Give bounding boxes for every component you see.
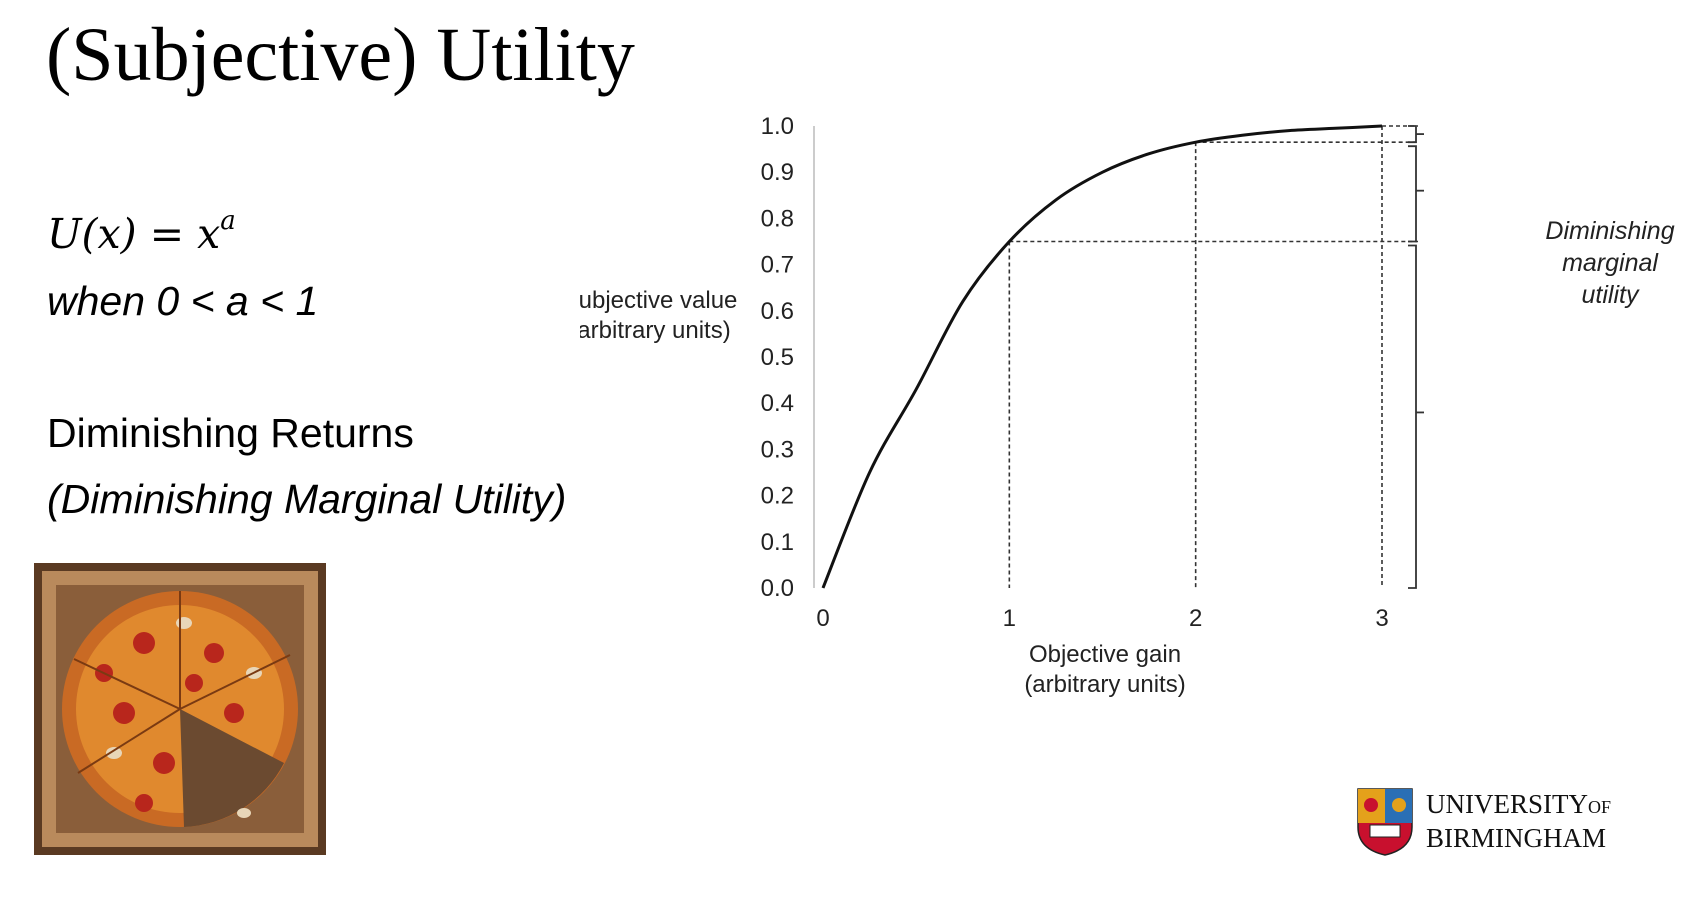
y-axis-label-line2: (arbitrary units) <box>580 317 731 344</box>
y-tick-labels: 0.0 0.1 0.2 0.3 0.4 0.5 0.6 0.7 0.8 0.9 1.0 <box>761 113 794 602</box>
university-crest-icon <box>1357 788 1413 856</box>
diminishing-marginal-utility-subheading: (Diminishing Marginal Utility) <box>47 476 567 522</box>
utility-curve-line <box>821 124 1383 589</box>
y-tick-label: 0.4 <box>761 390 794 417</box>
y-tick-label: 0.3 <box>761 436 794 463</box>
x-tick-label: 2 <box>1189 605 1202 632</box>
annotation-line1: Diminishing <box>1545 217 1674 245</box>
x-tick-label: 1 <box>1003 605 1016 632</box>
formula-condition: when 0 < a < 1 <box>47 278 319 324</box>
formula-lhs: U(x) = x <box>47 210 221 258</box>
annotation-line2: marginal <box>1562 249 1659 277</box>
annotation-line3: utility <box>1582 281 1640 309</box>
x-axis-label-line2: (arbitrary units) <box>1024 671 1185 698</box>
bracket-middle <box>1408 145 1417 243</box>
utility-curve <box>821 124 1383 589</box>
logo-line1: UNIVERSITYOF <box>1426 789 1612 819</box>
y-tick-label: 0.1 <box>761 529 794 556</box>
formula-exponent: a <box>220 206 236 237</box>
x-tick-label: 3 <box>1375 605 1388 632</box>
y-tick-label: 0.9 <box>761 159 794 186</box>
y-tick-label: 0.6 <box>761 298 794 325</box>
x-tick-label: 0 <box>816 605 829 632</box>
utility-chart: 0.0 0.1 0.2 0.3 0.4 0.5 0.6 0.7 0.8 0.9 1.0 0 1 2 3 S… <box>580 113 1675 698</box>
y-tick-label: 1.0 <box>761 113 794 140</box>
pizza-icon <box>34 563 326 855</box>
x-axis-label-line1: Objective gain <box>1029 641 1181 668</box>
y-tick-label: 0.2 <box>761 483 794 510</box>
slide-title: (Subjective) Utility <box>46 13 635 97</box>
y-tick-label: 0.5 <box>761 344 794 371</box>
bracket-lower <box>1408 244 1417 589</box>
annotation-bracket <box>1408 125 1424 589</box>
logo-line2: BIRMINGHAM <box>1426 823 1607 853</box>
bracket-upper <box>1408 125 1417 144</box>
diminishing-returns-heading: Diminishing Returns <box>47 410 414 456</box>
reference-lines <box>1008 125 1418 588</box>
university-logo: UNIVERSITYOF BIRMINGHAM <box>1356 787 1636 859</box>
x-tick-labels: 0 1 2 3 <box>816 605 1388 632</box>
y-tick-label: 0.8 <box>761 205 794 232</box>
y-axis-label-line1: Subjective value <box>580 287 737 314</box>
y-tick-label: 0.7 <box>761 252 794 279</box>
y-tick-label: 0.0 <box>761 575 794 602</box>
utility-formula: U(x) = xa <box>47 206 236 258</box>
